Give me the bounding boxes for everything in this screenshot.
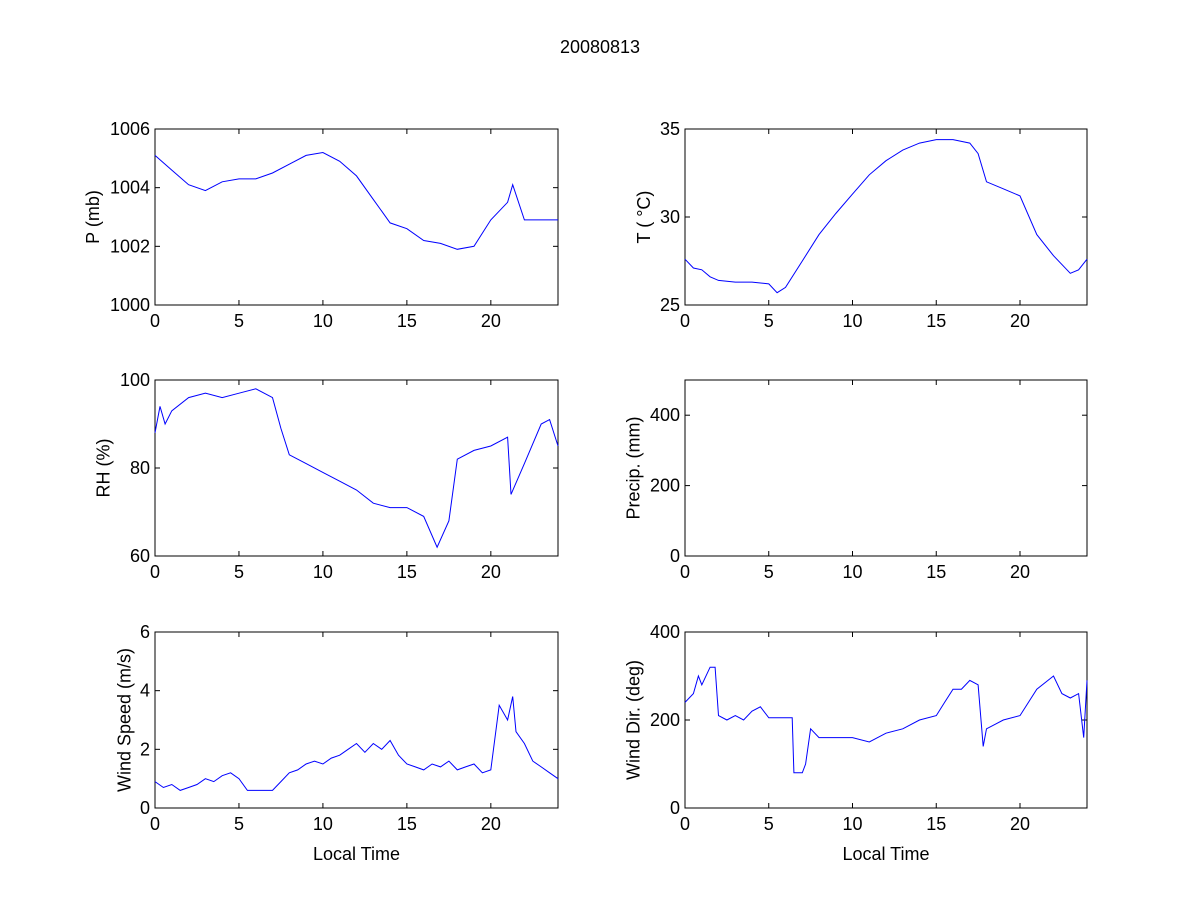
x-tick-label: 15	[397, 562, 417, 582]
x-tick-label: 15	[926, 562, 946, 582]
x-tick-label: 20	[481, 562, 501, 582]
x-tick-label: 15	[397, 311, 417, 331]
series-line	[154, 151, 558, 250]
y-axis-label: T ( °C)	[634, 191, 654, 244]
figure-title: 20080813	[560, 37, 640, 57]
axes-box	[154, 379, 559, 557]
x-tick-label: 0	[680, 562, 690, 582]
series-line	[154, 388, 559, 549]
y-tick-label: 60	[130, 546, 150, 566]
y-tick-label: 80	[130, 458, 150, 478]
x-tick-label: 20	[481, 311, 501, 331]
y-axis-label: RH (%)	[94, 439, 114, 498]
series-line	[154, 696, 559, 791]
x-tick-label: 20	[481, 814, 501, 834]
x-tick-label: 0	[150, 562, 160, 582]
x-tick-label: 0	[150, 814, 160, 834]
x-tick-label: 5	[234, 311, 244, 331]
x-tick-label: 20	[1010, 562, 1030, 582]
x-tick-label: 5	[764, 814, 774, 834]
y-tick-label: 1000	[110, 295, 150, 315]
y-tick-label: 200	[650, 710, 680, 730]
x-tick-label: 10	[313, 814, 333, 834]
x-tick-label: 20	[1010, 311, 1030, 331]
x-tick-label: 20	[1010, 814, 1030, 834]
x-tick-label: 5	[764, 311, 774, 331]
axes-box	[684, 379, 1088, 557]
y-tick-label: 35	[660, 119, 680, 139]
y-tick-label: 30	[660, 207, 680, 227]
subplot-3: 0 5 10 15 20 60 80 100 RH (%)	[94, 370, 559, 582]
y-tick-label: 400	[650, 622, 680, 642]
axes-box	[684, 631, 1088, 809]
y-axis-label: P (mb)	[83, 190, 103, 244]
x-tick-label: 10	[313, 562, 333, 582]
subplot-1: 0 5 10 15 20 1000 1002 1004 1006 P (mb)	[83, 119, 559, 331]
axes-box	[684, 128, 1088, 306]
x-tick-label: 10	[313, 311, 333, 331]
y-tick-label: 1006	[110, 119, 150, 139]
y-tick-label: 1002	[110, 236, 150, 256]
y-tick-label: 100	[120, 370, 150, 390]
axes-box	[154, 631, 559, 809]
subplot-2: 0 5 10 15 20 25 30 35 T ( °C)	[634, 119, 1088, 331]
x-tick-label: 5	[234, 814, 244, 834]
x-axis-label: Local Time	[842, 844, 929, 864]
y-axis-label: Precip. (mm)	[624, 417, 644, 520]
x-tick-label: 5	[764, 562, 774, 582]
x-tick-label: 10	[842, 311, 862, 331]
y-tick-label: 400	[650, 405, 680, 425]
y-tick-label: 6	[140, 622, 150, 642]
series-line	[684, 666, 1088, 774]
x-tick-label: 15	[397, 814, 417, 834]
x-tick-label: 15	[926, 311, 946, 331]
y-tick-label: 2	[140, 739, 150, 759]
y-axis-label: Wind Dir. (deg)	[624, 660, 644, 780]
y-tick-label: 4	[140, 681, 150, 701]
x-tick-label: 5	[234, 562, 244, 582]
x-tick-label: 0	[150, 311, 160, 331]
y-tick-label: 1004	[110, 178, 150, 198]
x-tick-label: 0	[680, 814, 690, 834]
axes-box	[154, 128, 559, 306]
y-tick-label: 200	[650, 476, 680, 496]
series-line	[684, 139, 1088, 294]
y-tick-label: 0	[670, 546, 680, 566]
x-axis-label: Local Time	[313, 844, 400, 864]
x-tick-label: 0	[680, 311, 690, 331]
x-tick-label: 10	[842, 562, 862, 582]
y-tick-label: 25	[660, 295, 680, 315]
x-tick-label: 10	[842, 814, 862, 834]
y-tick-label: 0	[670, 798, 680, 818]
y-tick-label: 0	[140, 798, 150, 818]
y-axis-label: Wind Speed (m/s)	[115, 648, 135, 792]
x-tick-label: 15	[926, 814, 946, 834]
